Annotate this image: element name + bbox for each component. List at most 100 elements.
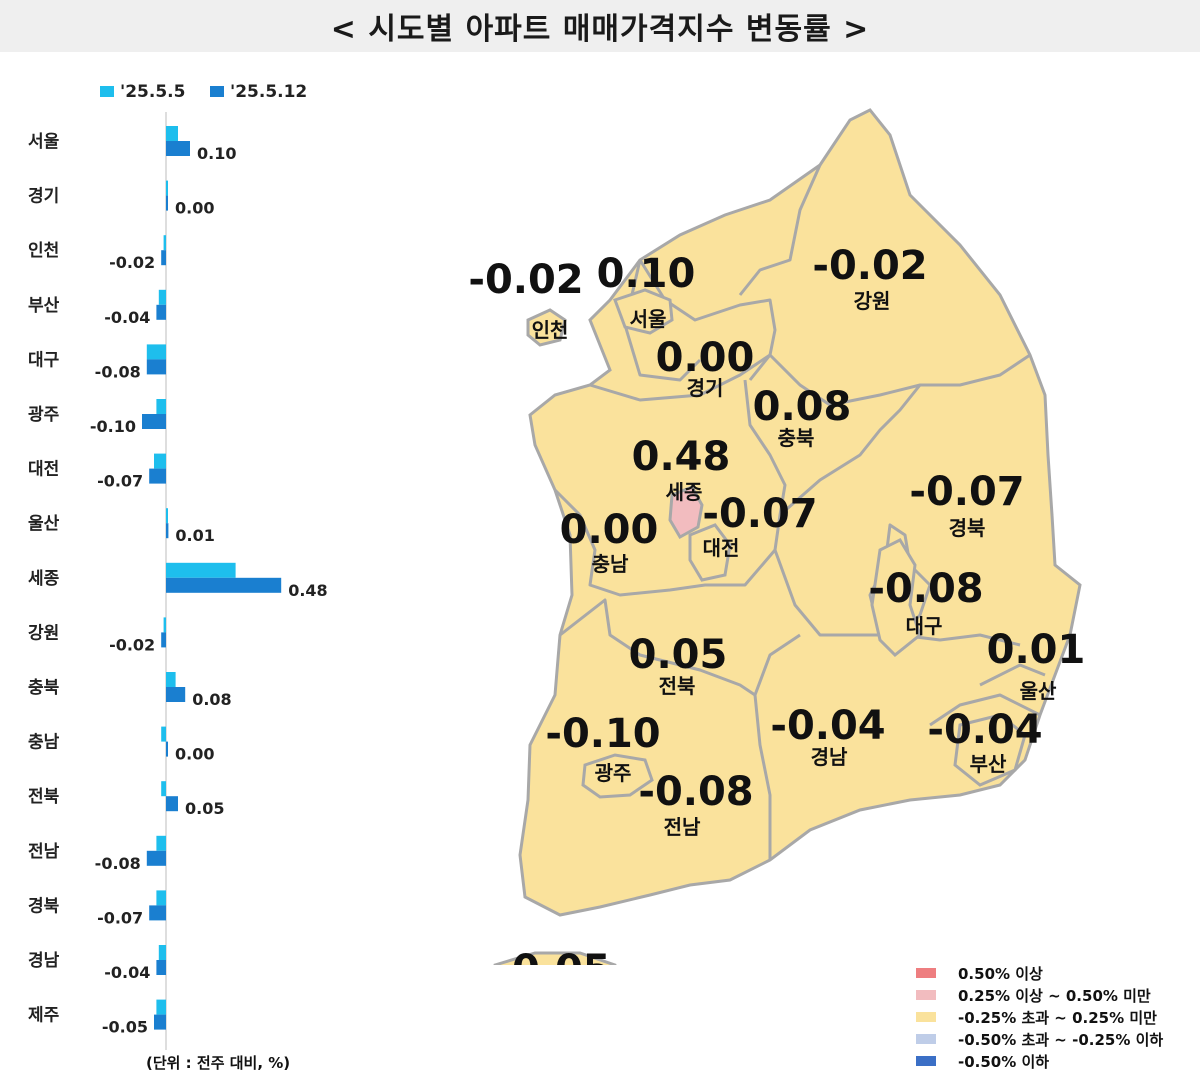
map-legend-item: -0.50% 초과 ~ -0.25% 이하 xyxy=(916,1028,1163,1050)
bar-row-3: 인천 -0.02 xyxy=(28,235,166,272)
map-legend-swatch xyxy=(916,968,936,978)
map-region-name: 경북 xyxy=(949,516,986,540)
map-region-jeju xyxy=(493,951,617,965)
category-label: 전북 xyxy=(28,787,60,807)
map-legend-item: -0.25% 초과 ~ 0.25% 미만 xyxy=(916,1006,1163,1028)
map-legend: 0.50% 이상 0.25% 이상 ~ 0.50% 미만 -0.25% 초과 ~ 0… xyxy=(916,962,1163,1072)
map-legend-swatch xyxy=(916,1056,936,1066)
data-label: -0.10 xyxy=(90,417,136,436)
map-value: 0.10 xyxy=(597,251,696,297)
region-border-8 xyxy=(553,488,777,597)
category-label: 대구 xyxy=(28,350,60,370)
data-label: -0.02 xyxy=(109,635,155,654)
map-region-name: 대전 xyxy=(703,536,740,560)
data-label: 0.48 xyxy=(288,581,327,600)
map-value: 0.00 xyxy=(656,335,755,381)
category-label: 경북 xyxy=(28,896,60,916)
map-region-name: 충남 xyxy=(592,552,629,576)
map-value: -0.04 xyxy=(927,707,1042,753)
data-label: 0.08 xyxy=(192,690,231,709)
map-value: -0.10 xyxy=(545,711,660,757)
bar-prev xyxy=(163,235,166,251)
region-border-11 xyxy=(559,598,756,697)
map-value: 0.08 xyxy=(753,384,852,430)
bar-row-13: 전북 0.05 xyxy=(28,781,224,818)
map-value: -0.02 xyxy=(468,257,583,303)
bar-row-9: 세종 0.48 xyxy=(28,562,328,600)
bar-prev xyxy=(158,945,166,960)
bar-curr xyxy=(149,905,166,921)
category-label: 광주 xyxy=(28,405,60,425)
bar-prev xyxy=(156,399,166,414)
data-label: -0.04 xyxy=(104,963,150,982)
bar-row-1: 서울 0.10 xyxy=(28,126,236,163)
map-legend-label: -0.50% 이하 xyxy=(958,1052,1050,1071)
bar-prev xyxy=(154,453,166,469)
bar-prev xyxy=(156,890,166,906)
bar-curr xyxy=(161,632,166,648)
category-label: 충남 xyxy=(28,733,60,753)
bar-curr xyxy=(166,195,168,211)
bar-curr xyxy=(166,577,282,593)
region-border-7 xyxy=(779,384,922,517)
region-border-10 xyxy=(753,633,801,860)
map-region-name: 충북 xyxy=(778,426,815,450)
bar-row-4: 부산 -0.04 xyxy=(28,289,166,327)
map-value: -0.04 xyxy=(770,703,885,749)
bar-row-17: 제주 -0.05 xyxy=(28,999,166,1037)
category-label: 강원 xyxy=(28,623,59,643)
bar-curr xyxy=(166,796,178,812)
map-value: 0.01 xyxy=(987,627,1086,673)
map-legend-swatch xyxy=(916,1012,936,1022)
data-label: -0.04 xyxy=(104,308,150,327)
bar-row-14: 전남 -0.08 xyxy=(28,835,166,873)
bar-curr xyxy=(166,741,168,757)
bar-legend: '25.5.5 '25.5.12 xyxy=(100,82,307,102)
bar-curr xyxy=(142,414,166,429)
data-label: 0.05 xyxy=(185,799,224,818)
map-legend-label: -0.25% 초과 ~ 0.25% 미만 xyxy=(958,1008,1157,1027)
map-label-group-1: -0.02 인천 xyxy=(468,257,583,342)
bar-prev xyxy=(161,781,166,797)
data-label: -0.08 xyxy=(95,362,141,381)
map-legend-swatch xyxy=(916,990,936,1000)
category-label: 전남 xyxy=(28,842,60,862)
map-region-name: 경기 xyxy=(687,376,724,400)
bar-prev xyxy=(156,999,166,1015)
region-border-6 xyxy=(743,379,787,551)
map-region-name: 대구 xyxy=(906,614,943,638)
unit-note: (단위 : 전주 대비, %) xyxy=(146,1054,291,1072)
map-region-name: 울산 xyxy=(1020,679,1057,703)
bar-curr xyxy=(156,304,166,320)
bar-prev xyxy=(161,726,166,742)
page-title: < 시도별 아파트 매매가격지수 변동률 > xyxy=(330,12,870,47)
map-region-sejong xyxy=(668,485,704,540)
map-legend-label: 0.25% 이상 ~ 0.50% 미만 xyxy=(958,986,1151,1005)
map-legend-swatch xyxy=(916,1034,936,1044)
bar-curr xyxy=(166,523,169,539)
data-label: 0.01 xyxy=(175,526,214,545)
map-region-name: 서울 xyxy=(630,307,667,331)
category-label: 충북 xyxy=(28,678,60,698)
map-value: -0.08 xyxy=(868,566,983,612)
bar-prev xyxy=(166,508,168,524)
bar-prev xyxy=(166,562,236,578)
map-label-group-2: 0.10 서울 xyxy=(597,251,696,331)
map-region-name: 강원 xyxy=(854,289,891,313)
map-region-name: 세종 xyxy=(666,480,703,504)
bar-row-12: 충남 0.00 xyxy=(28,726,214,764)
legend-swatch-1 xyxy=(100,86,114,97)
bar-prev xyxy=(166,672,176,687)
bar-curr xyxy=(166,141,190,156)
bar-rows: 서울 0.10 경기 0.00 인천 -0.02 부산 -0.04 대구 -0.08 광주 -0.10… xyxy=(28,112,328,1050)
bar-row-16: 경남 -0.04 xyxy=(28,945,166,982)
map-legend-label: -0.50% 초과 ~ -0.25% 이하 xyxy=(958,1030,1164,1049)
bar-chart: '25.5.5 '25.5.12 서울 0.10 경기 0.00 인천 -0.02 부산 -0.… xyxy=(28,82,328,1050)
map-value: -0.08 xyxy=(638,769,753,815)
